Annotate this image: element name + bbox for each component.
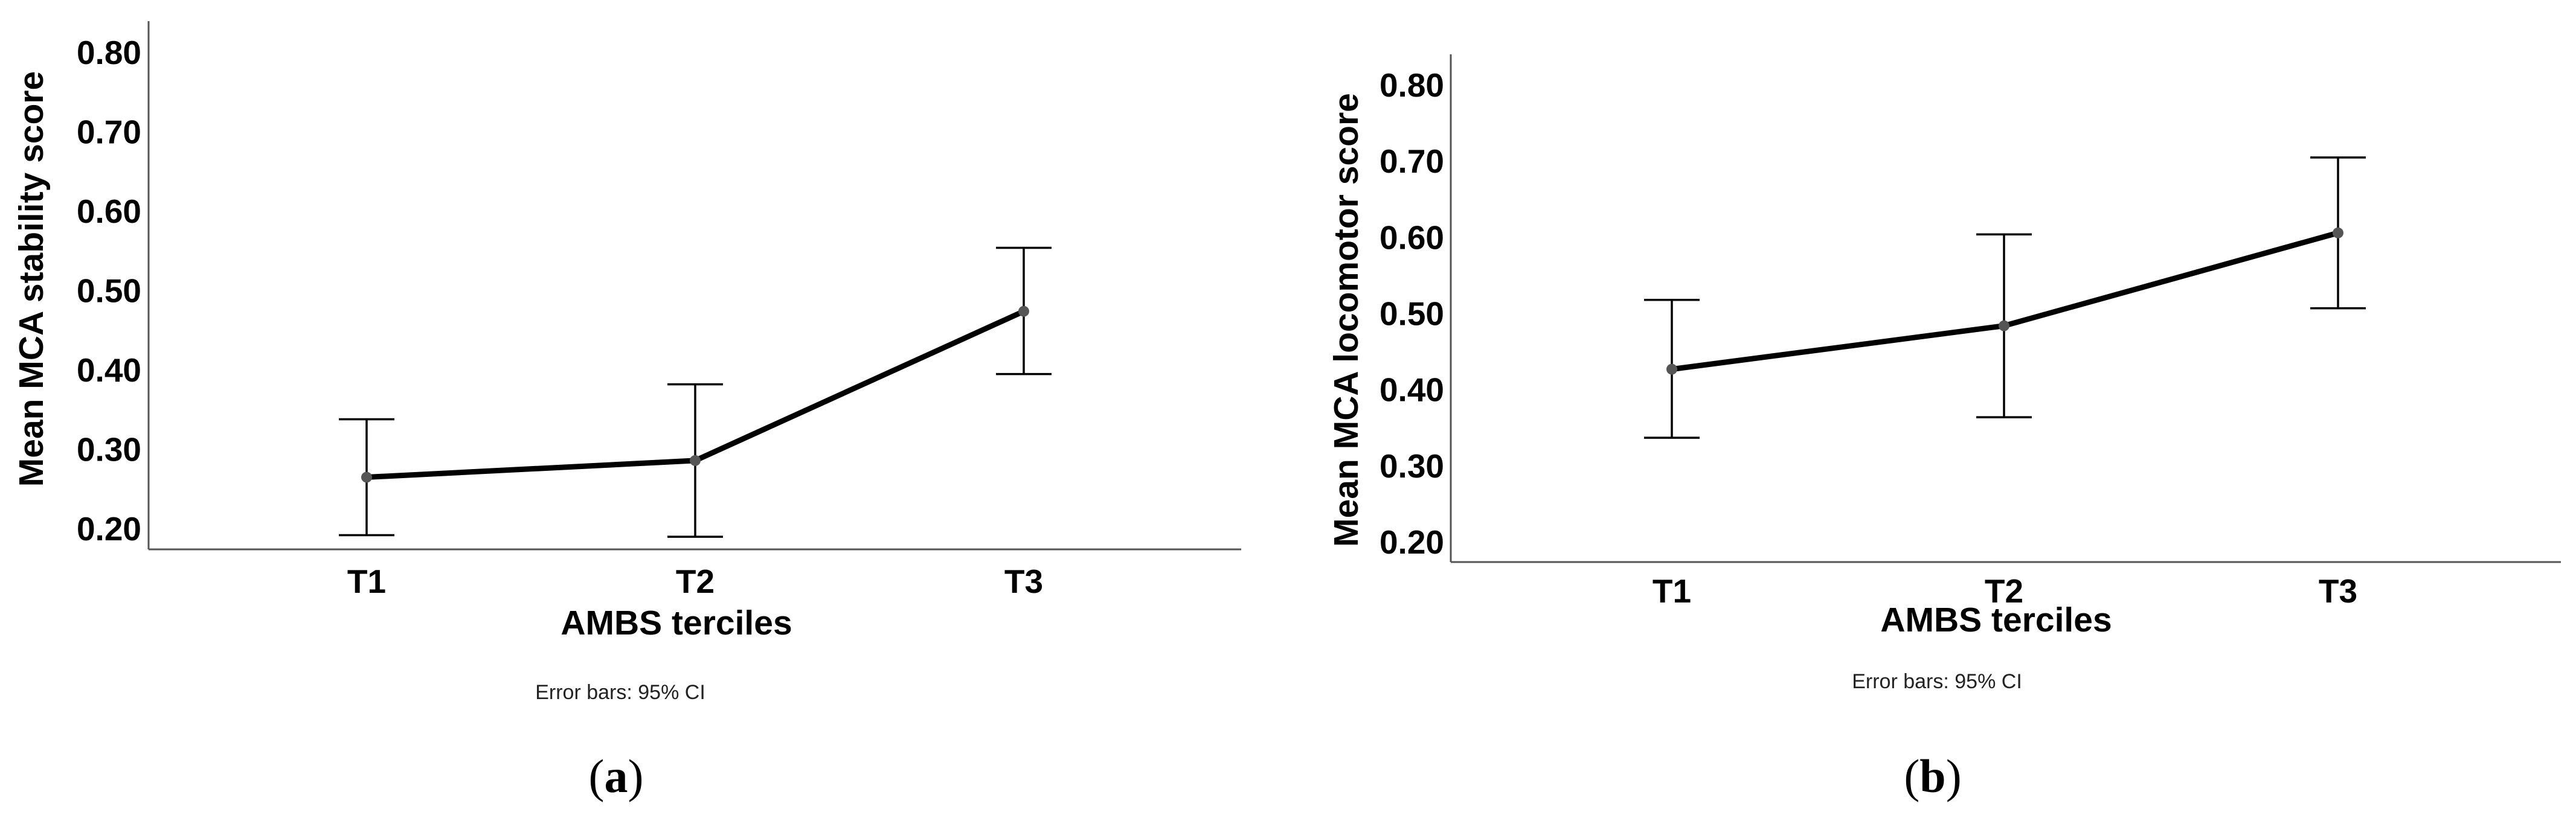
data-point bbox=[1999, 320, 2009, 331]
y-tick-label: 0.80 bbox=[1380, 66, 1444, 104]
series-group bbox=[361, 305, 1029, 483]
y-tick-labels: 0.20 0.30 0.40 0.50 0.60 0.70 0.80 bbox=[1380, 66, 1444, 561]
y-tick-label: 0.40 bbox=[77, 351, 141, 389]
x-tick-label: T3 bbox=[1004, 563, 1043, 600]
x-tick-labels: T1 T2 T3 bbox=[347, 563, 1043, 600]
x-tick-labels: T1 T2 T3 bbox=[1653, 572, 2357, 610]
y-tick-label: 0.50 bbox=[1380, 295, 1444, 333]
y-tick-labels: 0.20 0.30 0.40 0.50 0.60 0.70 0.80 bbox=[77, 34, 141, 548]
error-bars-note: Error bars: 95% CI bbox=[535, 681, 705, 704]
series-group bbox=[1666, 227, 2343, 375]
y-axis-title: Mean MCA locomotor score bbox=[1327, 93, 1366, 547]
x-axis-title: AMBS terciles bbox=[1880, 601, 2112, 639]
y-tick-label: 0.60 bbox=[1380, 219, 1444, 256]
error-bars bbox=[1644, 156, 2366, 439]
x-tick-label: T2 bbox=[676, 563, 715, 600]
data-point bbox=[361, 471, 372, 483]
data-point bbox=[690, 455, 701, 466]
y-tick-label: 0.70 bbox=[1380, 142, 1444, 180]
y-tick-label: 0.60 bbox=[77, 193, 141, 230]
y-tick-label: 0.40 bbox=[1380, 371, 1444, 409]
chart-panel-b: 0.20 0.30 0.40 0.50 0.60 0.70 0.80 T1 T2 T3 AMBS… bbox=[1327, 54, 2561, 802]
y-axis-title: Mean MCA stability score bbox=[12, 71, 51, 487]
x-tick-label: T2 bbox=[1985, 572, 2023, 610]
y-tick-label: 0.30 bbox=[77, 431, 141, 468]
x-axis-title: AMBS terciles bbox=[560, 604, 792, 642]
data-point bbox=[1666, 363, 1677, 375]
y-tick-label: 0.20 bbox=[1380, 523, 1444, 561]
y-tick-label: 0.70 bbox=[77, 113, 141, 151]
y-tick-label: 0.30 bbox=[1380, 447, 1444, 485]
error-bars-note: Error bars: 95% CI bbox=[1852, 670, 2022, 693]
y-tick-label: 0.80 bbox=[77, 34, 141, 71]
panel-label-letter: b bbox=[1919, 750, 1945, 802]
data-point bbox=[2333, 227, 2343, 238]
chart-panel-a: 0.20 0.30 0.40 0.50 0.60 0.70 0.80 T1 T2 T3 AMBS… bbox=[12, 21, 1241, 802]
error-bars bbox=[339, 246, 1052, 538]
y-tick-label: 0.20 bbox=[77, 510, 141, 548]
x-tick-label: T1 bbox=[1653, 572, 1691, 610]
x-tick-label: T3 bbox=[2319, 572, 2357, 610]
data-point bbox=[1018, 305, 1029, 317]
x-tick-label: T1 bbox=[347, 563, 386, 600]
panel-label-letter: a bbox=[605, 750, 628, 802]
panel-label-a: (a) bbox=[589, 750, 644, 802]
panel-label-b: (b) bbox=[1904, 750, 1961, 802]
y-tick-label: 0.50 bbox=[77, 272, 141, 310]
